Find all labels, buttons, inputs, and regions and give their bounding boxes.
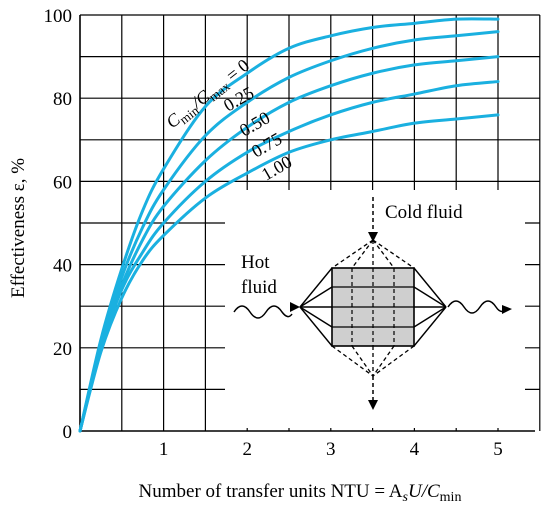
cold-inlet-arrowhead	[368, 232, 378, 242]
x-tick-labels: 1 2 3 4 5	[159, 439, 503, 460]
y-tick-labels: 0 20 40 60 80 100	[44, 6, 73, 443]
cold-outlet-arrowhead	[368, 400, 378, 410]
hot-fluid-label-line1: Hot	[241, 252, 270, 273]
y-tick-label: 80	[53, 89, 72, 110]
core-vertical-dashes	[351, 268, 395, 346]
y-tick-label: 60	[53, 172, 72, 193]
y-tick-label: 100	[44, 6, 73, 27]
hot-distribution-left	[299, 267, 333, 347]
hot-distribution-right	[413, 267, 447, 347]
x-tick-label: 5	[493, 439, 503, 460]
x-tick-label: 4	[410, 439, 420, 460]
y-tick-label: 20	[53, 339, 72, 360]
x-tick-label: 2	[242, 439, 252, 460]
hot-inlet-arrowhead	[290, 302, 300, 312]
effectiveness-curves	[78, 17, 500, 433]
plot-axes	[79, 15, 535, 432]
curve-cmin-cmax-0.25	[78, 30, 500, 433]
hot-outlet-arrowhead	[502, 305, 512, 314]
x-tick-label: 1	[159, 439, 169, 460]
hot-fluid-label-line2: fluid	[241, 277, 277, 298]
x-tick-label: 3	[326, 439, 336, 460]
cold-distribution-top	[331, 239, 415, 269]
y-tick-label: 0	[63, 422, 73, 443]
heat-exchanger-diagram: Cold fluid Hot fluid	[225, 190, 525, 428]
cold-fluid-label: Cold fluid	[385, 202, 463, 223]
curve-cmin-cmax-1.00	[78, 113, 500, 433]
hot-inlet-wave	[233, 305, 293, 319]
y-axis-title: Effectiveness ε, %	[8, 158, 29, 298]
x-axis-title: Number of transfer units NTU = AsU/Cmin	[139, 481, 462, 505]
y-tick-label: 40	[53, 256, 72, 277]
curve-cmin-cmax-0	[78, 17, 500, 433]
hot-outlet-wave	[447, 300, 505, 314]
curve-cmin-cmax-0.75	[78, 80, 500, 433]
cold-distribution-bottom	[331, 345, 415, 377]
